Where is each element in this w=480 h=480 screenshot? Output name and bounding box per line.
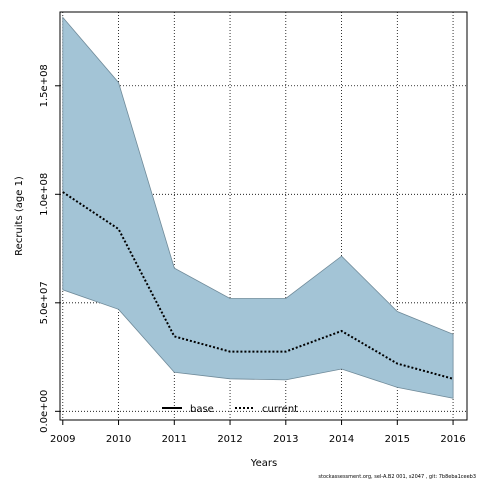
x-tick-label: 2014	[329, 434, 354, 445]
y-tick-label: 1.0e+08	[39, 173, 50, 216]
legend-current-label: current	[262, 404, 298, 415]
y-axis: 0.0e+00 5.0e+07 1.0e+08 1.5e+08	[39, 64, 60, 433]
x-axis-title: Years	[250, 458, 277, 469]
y-axis-title: Recruits (age 1)	[14, 176, 25, 256]
x-tick-label: 2015	[385, 434, 410, 445]
y-tick-label: 0.0e+00	[39, 390, 50, 433]
plot-frame	[59, 11, 468, 421]
x-tick-label: 2013	[273, 434, 298, 445]
y-tick-label: 5.0e+07	[39, 281, 50, 324]
legend: base current	[162, 404, 298, 415]
x-tick-label: 2016	[440, 434, 465, 445]
y-tick-label: 1.5e+08	[39, 64, 50, 107]
legend-base-label: base	[190, 404, 214, 415]
x-axis: 2009 2010 2011 2012 2013 2014 2015 2016	[50, 420, 466, 445]
x-tick-label: 2011	[162, 434, 187, 445]
x-tick-label: 2009	[50, 434, 75, 445]
confidence-band	[62, 16, 454, 399]
current-series-line	[62, 191, 454, 380]
footnote: stockassessment.org, sel-A.B2 001, s2047…	[318, 474, 476, 480]
x-tick-label: 2010	[106, 434, 131, 445]
x-tick-label: 2012	[217, 434, 242, 445]
